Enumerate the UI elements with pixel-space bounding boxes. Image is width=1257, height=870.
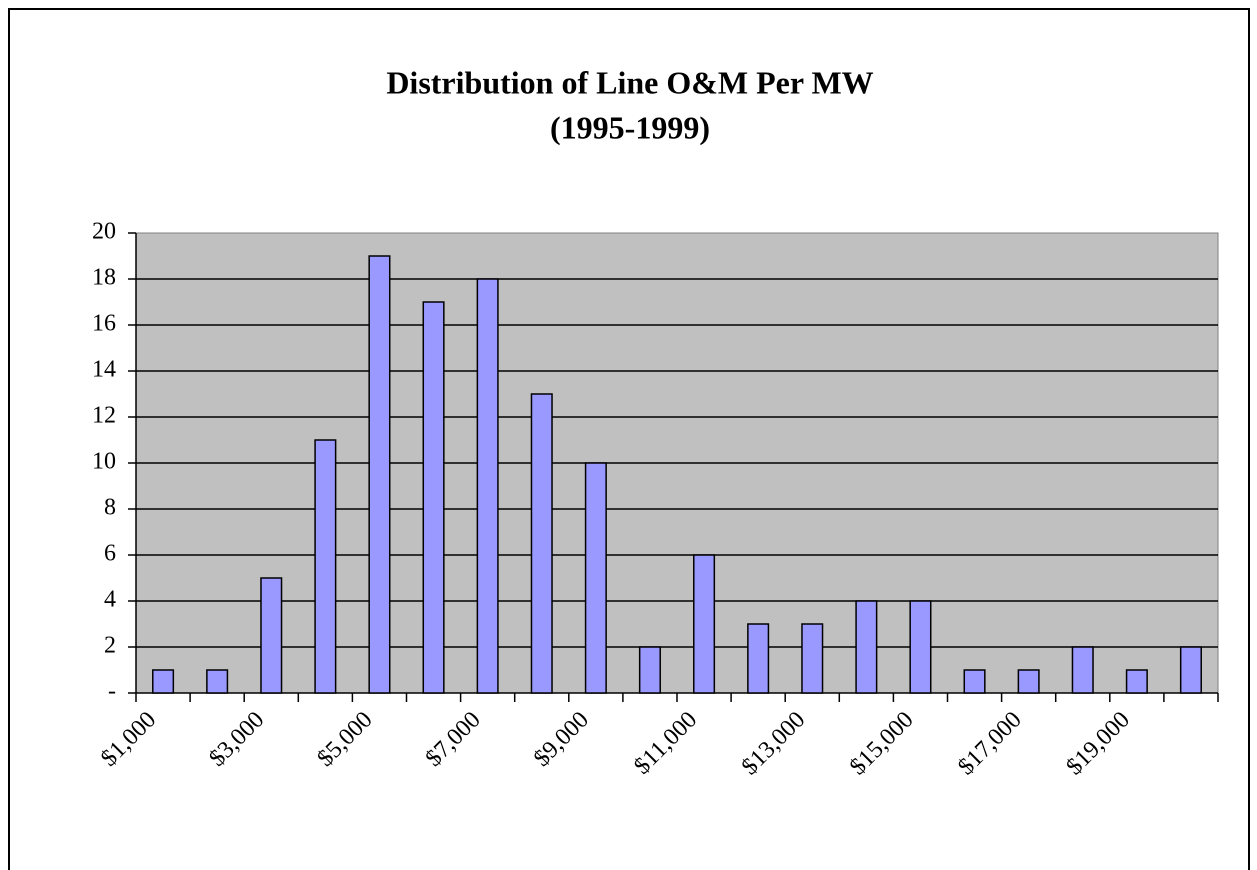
y-tick-label: 4 xyxy=(104,587,116,613)
bar xyxy=(747,623,770,694)
bar xyxy=(1017,669,1040,694)
bar xyxy=(152,669,175,694)
y-tick-label: 10 xyxy=(92,449,116,475)
bar xyxy=(584,462,607,694)
bar xyxy=(855,600,878,694)
y-tick-label: - xyxy=(108,679,116,705)
y-tick-label: 18 xyxy=(92,265,116,291)
bar xyxy=(476,278,499,694)
bar xyxy=(530,393,553,694)
y-tick-label: 12 xyxy=(92,403,116,429)
y-tick-label: 20 xyxy=(92,219,116,245)
y-tick-label: 2 xyxy=(104,633,116,659)
y-tick-label: 6 xyxy=(104,541,116,567)
bar xyxy=(909,600,932,694)
bar xyxy=(422,301,445,694)
y-tick-label: 14 xyxy=(92,357,116,383)
chart-title: Distribution of Line O&M Per MW xyxy=(386,64,873,100)
bar xyxy=(206,669,229,694)
bar xyxy=(638,646,661,694)
bar xyxy=(1071,646,1094,694)
bar xyxy=(693,554,716,694)
y-tick-label: 8 xyxy=(104,495,116,521)
chart-subtitle: (1995-1999) xyxy=(550,109,710,145)
bar xyxy=(801,623,824,694)
bar xyxy=(314,439,337,694)
bar xyxy=(368,255,391,694)
bar xyxy=(1179,646,1202,694)
bar xyxy=(963,669,986,694)
y-tick-label: 16 xyxy=(92,311,116,337)
bar xyxy=(260,577,283,694)
bar xyxy=(1125,669,1148,694)
